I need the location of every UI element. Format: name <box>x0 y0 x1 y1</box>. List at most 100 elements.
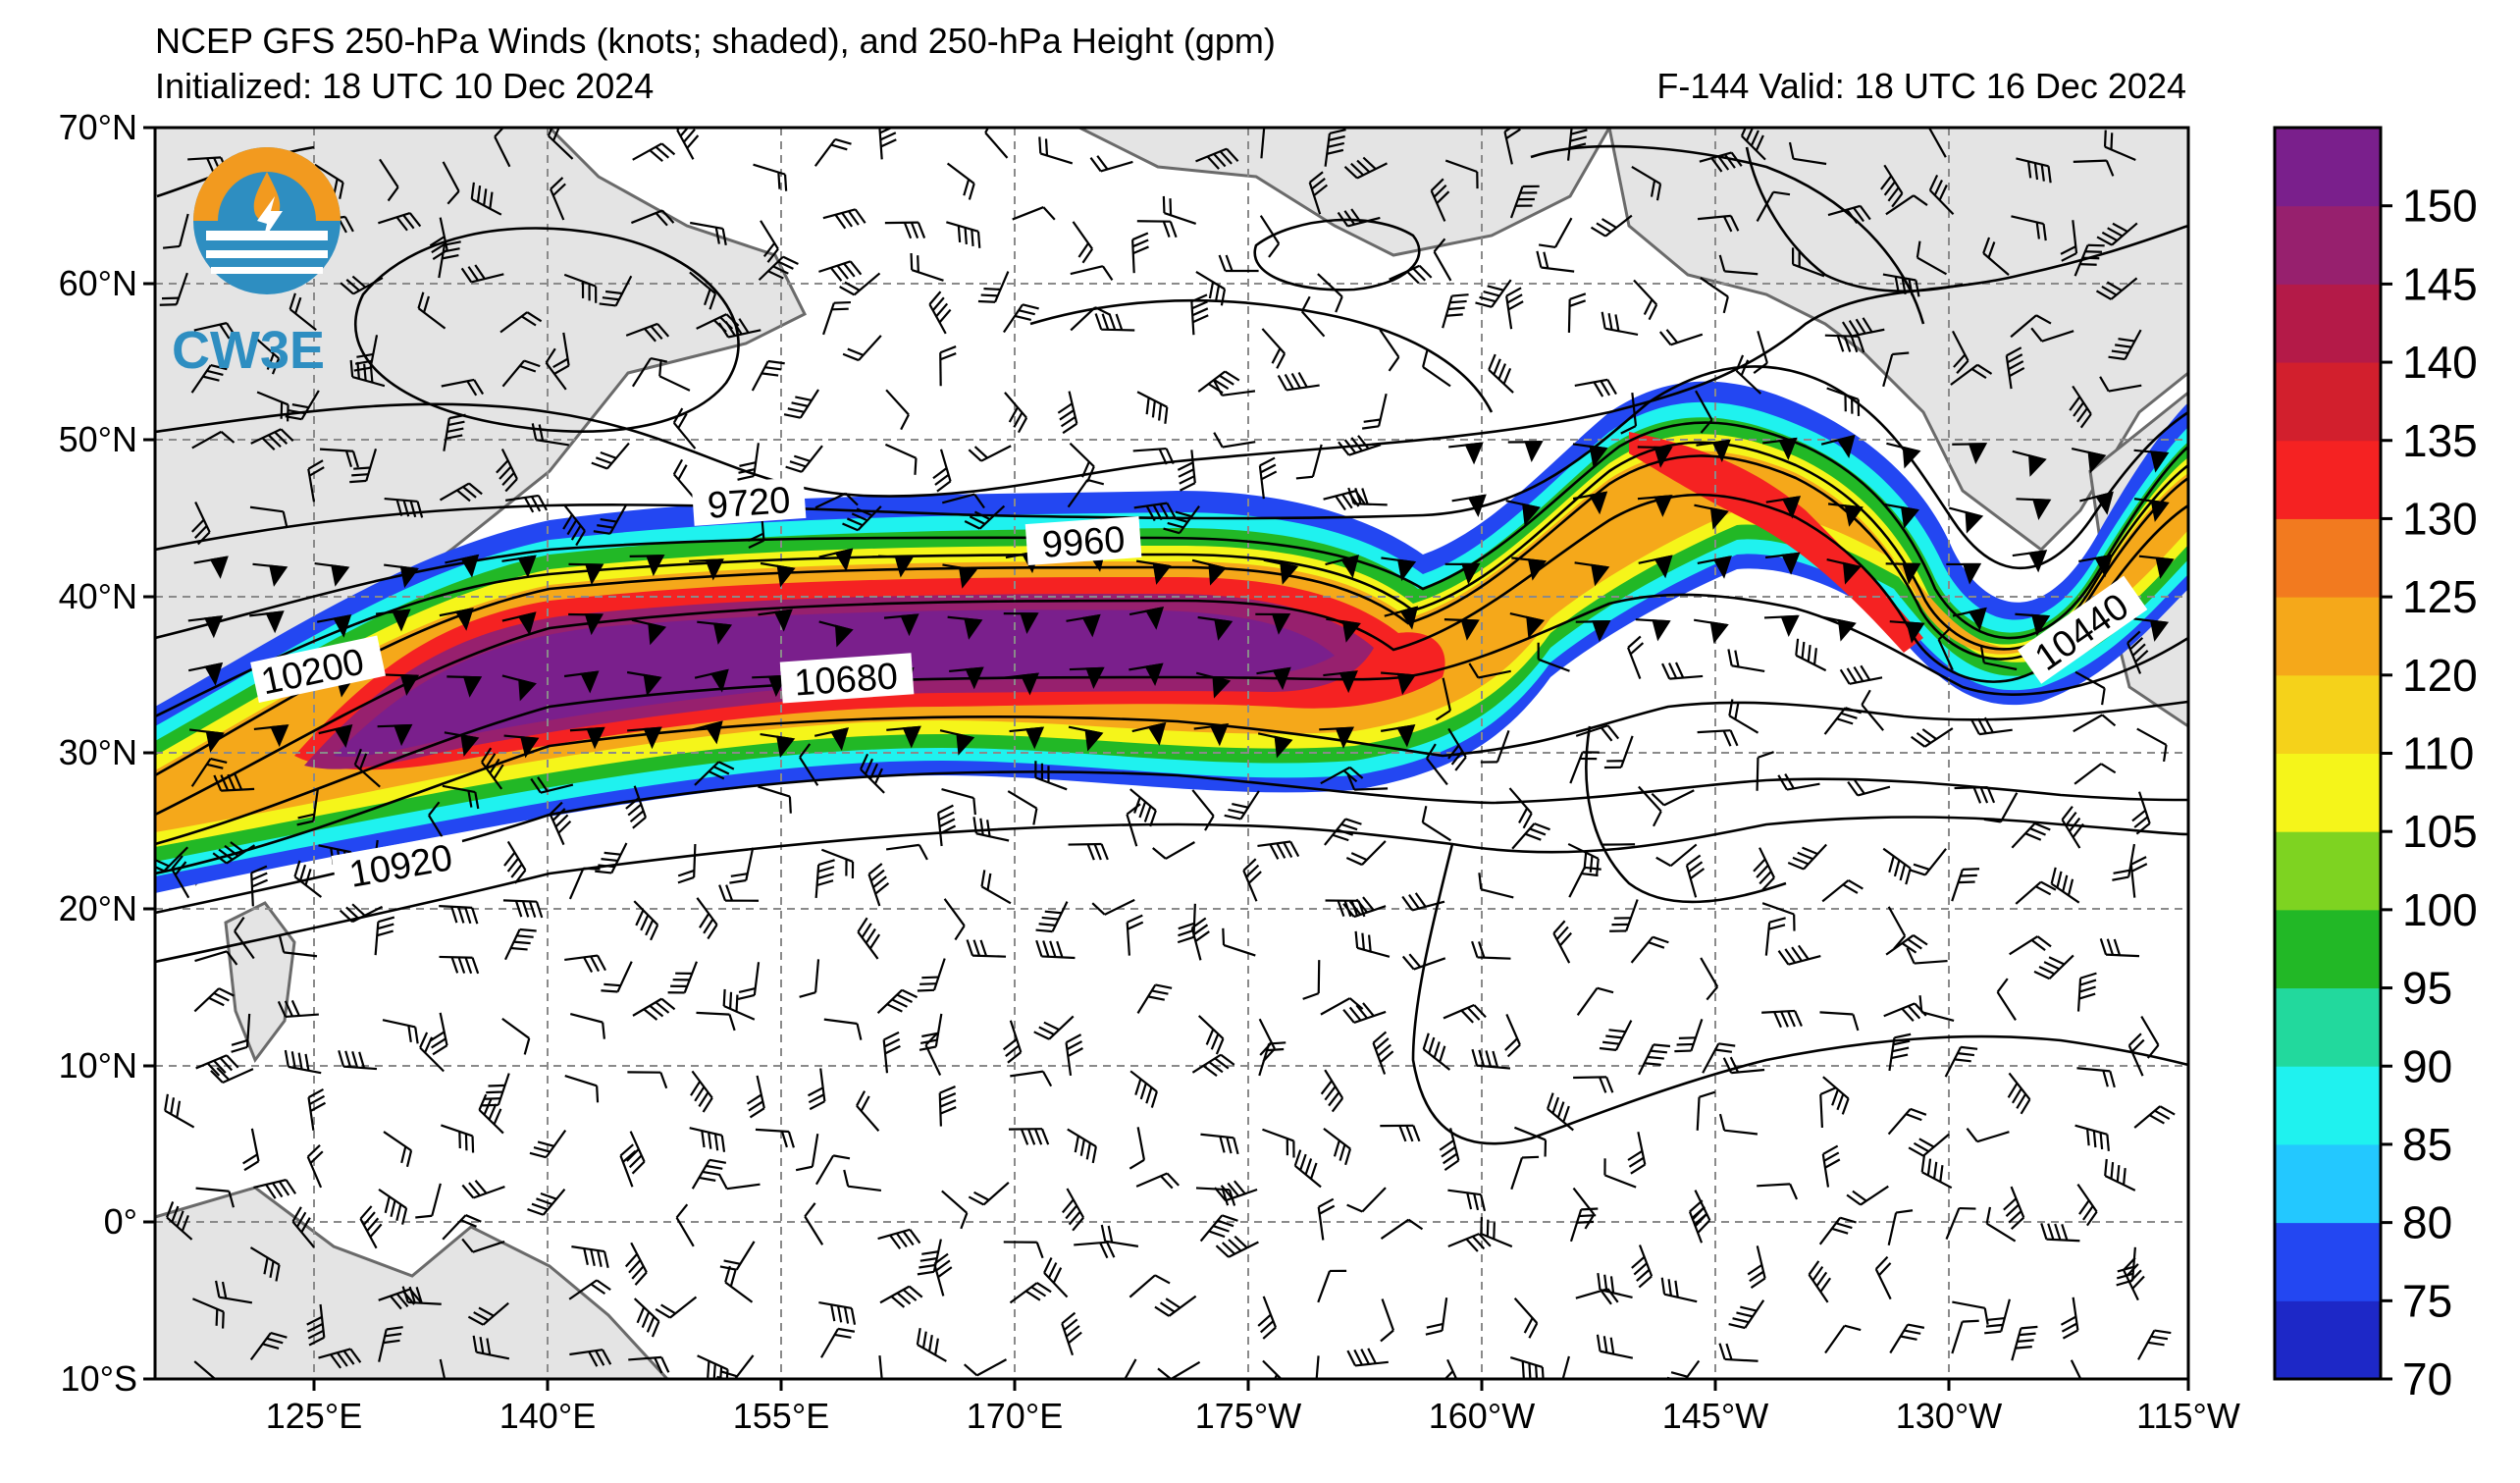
wind-barb <box>1430 178 1450 222</box>
wind-barb <box>1507 441 1544 463</box>
wind-barb <box>1471 1048 1511 1070</box>
wind-barb <box>1126 803 1141 847</box>
wind-barb <box>1326 617 1361 643</box>
wind-barb <box>758 785 792 814</box>
wind-barb <box>1635 618 1671 642</box>
wind-barb <box>503 734 540 759</box>
wind-barb <box>1094 313 1135 332</box>
wind-barb <box>1757 1183 1799 1200</box>
wind-barb <box>1488 353 1514 394</box>
colorbar-segment <box>2275 1066 2381 1145</box>
wind-barb <box>1401 953 1446 971</box>
wind-barb <box>439 955 480 975</box>
wind-barb <box>1197 615 1234 641</box>
wind-barb <box>501 555 537 578</box>
wind-barb <box>1106 1358 1137 1379</box>
wind-barb <box>1061 1188 1085 1232</box>
wind-barb <box>822 208 866 230</box>
wind-barb <box>1480 1217 1513 1248</box>
wind-barb <box>277 999 319 1019</box>
wind-barb <box>1547 1092 1574 1132</box>
wind-barb <box>1343 156 1388 180</box>
wind-barb <box>1257 1296 1278 1340</box>
wind-barb <box>527 1188 566 1216</box>
wind-barb <box>2076 1067 2116 1088</box>
wind-barb <box>717 318 761 339</box>
wind-barb <box>675 1203 695 1247</box>
wind-barb <box>758 255 799 282</box>
wind-barb <box>843 1169 882 1192</box>
wind-barb <box>1985 1206 2017 1243</box>
wind-barb <box>1596 1334 1634 1359</box>
colorbar-label: 75 <box>2402 1275 2452 1326</box>
wind-barb <box>1576 986 1614 1016</box>
wind-barb <box>234 917 255 960</box>
wind-barb <box>1637 446 1673 468</box>
wind-barb <box>429 1012 448 1056</box>
wind-barb <box>1003 611 1039 634</box>
wind-barb <box>595 842 628 874</box>
wind-barb <box>1761 1009 1803 1029</box>
wind-barb <box>795 1134 819 1172</box>
wind-barb <box>1966 1128 2010 1143</box>
wind-barb <box>1034 761 1068 791</box>
wind-barb <box>439 1358 449 1379</box>
wind-barb <box>632 142 676 162</box>
wind-barb <box>1224 790 1260 821</box>
wind-barb <box>1346 1348 1389 1367</box>
wind-barb <box>1846 1185 1889 1206</box>
lat-label: 20°N <box>59 888 137 928</box>
wind-barb <box>1537 642 1570 672</box>
wind-barb <box>253 1179 296 1199</box>
wind-barb <box>568 562 604 586</box>
wind-barb <box>1574 378 1617 397</box>
wind-barb <box>937 804 957 847</box>
wind-barb <box>696 897 718 940</box>
wind-barb <box>1620 393 1638 435</box>
wind-barb <box>1747 1245 1766 1289</box>
wind-barb <box>470 182 502 216</box>
wind-barb <box>1380 1124 1421 1142</box>
wind-barb <box>383 1131 413 1168</box>
wind-barb <box>349 359 386 388</box>
wind-barb <box>882 1031 901 1074</box>
wind-barb <box>1131 721 1167 746</box>
wind-barb <box>2010 314 2052 339</box>
wind-barb <box>1480 730 1510 764</box>
wind-barb <box>1538 217 1573 249</box>
map-title: NCEP GFS 250-hPa Winds (knots; shaded), … <box>155 21 1276 61</box>
wind-barb <box>2108 329 2142 361</box>
wind-barb <box>1951 868 1980 902</box>
lon-label: 115°W <box>2136 1396 2240 1436</box>
wind-barb <box>814 727 850 752</box>
wind-barb <box>1637 495 1673 517</box>
wind-barb <box>619 1143 637 1188</box>
wind-barb <box>213 773 255 792</box>
wind-barb <box>946 221 981 248</box>
lon-label: 140°E <box>499 1396 596 1436</box>
wind-barb <box>1861 689 1885 731</box>
wind-barb <box>1129 1127 1146 1170</box>
wind-barb <box>655 1296 698 1319</box>
wind-barb <box>1603 735 1634 769</box>
wind-barb <box>1261 328 1286 369</box>
wind-barb <box>2012 450 2047 477</box>
wind-barb <box>1007 790 1038 825</box>
wind-barb <box>1129 1274 1171 1298</box>
wind-barb <box>1722 1056 1765 1075</box>
wind-barb <box>924 1032 942 1076</box>
wind-barb <box>746 1075 765 1119</box>
wind-barb <box>1928 128 1947 158</box>
wind-barb <box>187 662 224 686</box>
colorbar-segment <box>2275 362 2381 442</box>
wind-barb <box>1920 1155 1953 1190</box>
lat-label: 60°N <box>59 263 137 303</box>
wind-barb <box>1100 1224 1139 1247</box>
wind-barb <box>1795 638 1827 672</box>
wind-barb <box>1950 363 1993 386</box>
wind-barb <box>1421 806 1451 842</box>
wind-barb <box>1696 439 1731 462</box>
wind-barb <box>624 1242 648 1286</box>
wind-barb <box>1558 1355 1570 1379</box>
wind-barb <box>1764 552 1801 575</box>
